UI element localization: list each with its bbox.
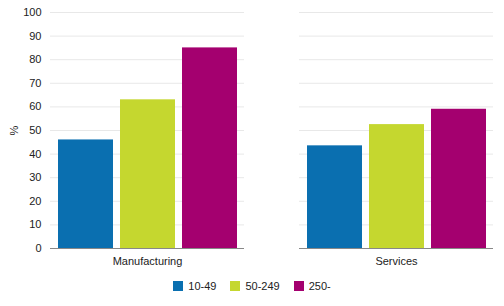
html-text:10-49: 10-49 (188, 280, 217, 292)
svg-text:40: 40 (29, 148, 41, 160)
svg-text:0: 0 (35, 242, 41, 254)
svg-text:Manufacturing: Manufacturing (113, 255, 183, 267)
svg-text:20: 20 (29, 195, 41, 207)
svg-text:100: 100 (23, 6, 41, 18)
svg-text:10: 10 (29, 218, 41, 230)
svg-text:Services: Services (375, 255, 418, 267)
html-text:50-249: 50-249 (245, 280, 280, 292)
svg-text:50: 50 (29, 124, 41, 136)
svg-text:90: 90 (29, 30, 41, 42)
svg-text:70: 70 (29, 77, 41, 89)
svg-text:80: 80 (29, 53, 41, 65)
svg-text:60: 60 (29, 100, 41, 112)
svg-text:30: 30 (29, 171, 41, 183)
html-text:250-: 250- (308, 280, 331, 292)
svg-text:%: % (8, 125, 20, 135)
